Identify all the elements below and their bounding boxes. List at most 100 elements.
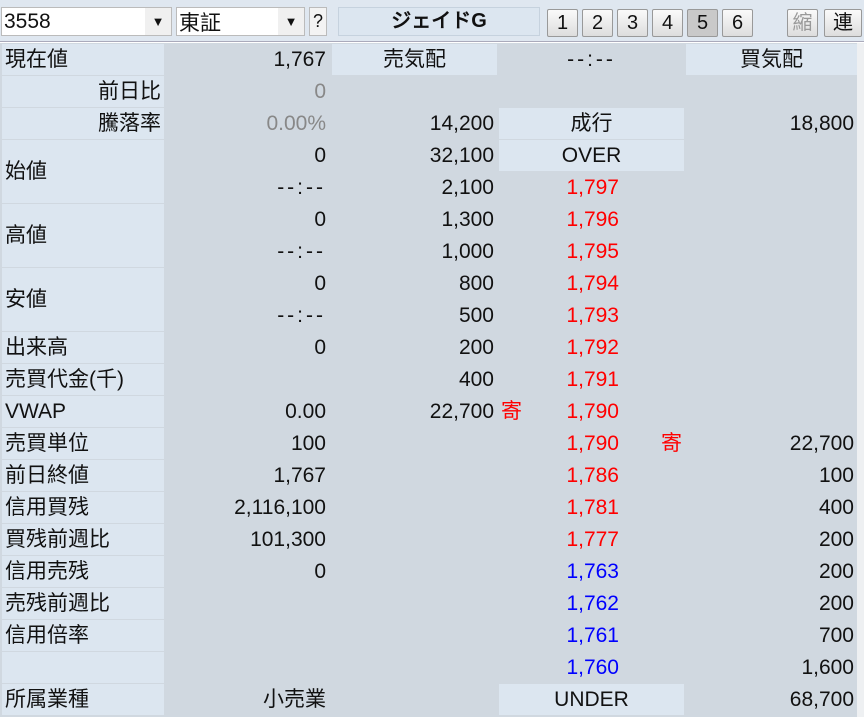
info-value-cell: 0 --:-- [166, 268, 329, 331]
sell-qty: 32,100 [429, 144, 494, 167]
sell-qty: 1,300 [441, 208, 494, 231]
info-value: 0 [314, 336, 326, 359]
page-button-3[interactable]: 3 [617, 9, 648, 37]
link-button[interactable]: 連 [824, 9, 862, 37]
price-cell: 1,760 [499, 652, 684, 683]
info-value: 0 [314, 208, 326, 231]
buy-qty: 1,600 [801, 656, 854, 679]
info-value [166, 620, 329, 651]
info-value-cell: 0 --:-- [166, 204, 329, 267]
info-time: --:-- [277, 176, 326, 199]
sell-qty: 400 [458, 368, 494, 391]
sell-qty: 22,700 [429, 400, 494, 423]
buy-qty [686, 140, 857, 171]
info-label: 現在値 [2, 44, 164, 75]
price-cell: 1,795 [499, 236, 684, 267]
price-level: 1,790 [566, 432, 619, 455]
info-label: 信用買残 [2, 492, 164, 523]
price-level: 成行 [570, 112, 613, 135]
sell-qty-cell: 400 [332, 364, 497, 395]
info-time: --:-- [277, 240, 326, 263]
info-value: 0 [314, 80, 326, 103]
info-value: 0.00 [285, 400, 326, 423]
price-cell: 1,781 [499, 492, 684, 523]
info-label: 信用倍率 [2, 620, 164, 651]
sell-qty-cell [332, 428, 497, 459]
page-button-4[interactable]: 4 [652, 9, 683, 37]
price-level: 1,781 [566, 496, 619, 519]
buy-qty: 200 [818, 560, 854, 583]
price-level: 1,761 [566, 624, 619, 647]
info-label: 所属業種 [2, 684, 164, 715]
price-level: 1,796 [566, 208, 619, 231]
info-time: --:-- [277, 304, 326, 327]
price-level: 1,763 [566, 560, 619, 583]
sell-qty-cell: 14,200 [332, 108, 497, 139]
buy-qty: 100 [818, 464, 854, 487]
price-cell: OVER [499, 140, 684, 171]
info-label: 前日終値 [2, 460, 164, 491]
sell-qty: 14,200 [429, 112, 494, 135]
buy-qty [686, 396, 857, 427]
info-label: 売買代金(千) [2, 364, 164, 395]
shrink-button[interactable]: 縮 [787, 9, 818, 37]
sell-qty-cell: 800 [332, 268, 497, 299]
info-value: 1,767 [273, 464, 326, 487]
info-label: 買残前週比 [2, 524, 164, 555]
sell-qty-cell [332, 652, 497, 683]
sell-qty-cell: 22,700 [332, 396, 497, 427]
price-level: 1,786 [566, 464, 619, 487]
price-cell: UNDER [499, 684, 684, 715]
sell-qty-cell: 200 [332, 332, 497, 363]
info-value: 1,767 [273, 48, 326, 71]
price-cell: 1,777 [499, 524, 684, 555]
price-level: 1,792 [566, 336, 619, 359]
info-value [166, 652, 329, 683]
sell-qty-cell: 32,100 [332, 140, 497, 171]
help-button[interactable]: ? [309, 7, 327, 36]
info-value: 0 [314, 272, 326, 295]
chevron-down-icon[interactable]: ▼ [278, 8, 304, 35]
info-label: 安値 [2, 268, 164, 331]
buy-quote-header: 買気配 [686, 44, 857, 75]
sell-qty-cell: 1,000 [332, 236, 497, 267]
sell-qty-cell: 2,100 [332, 172, 497, 203]
info-label [2, 652, 164, 683]
buy-qty: 68,700 [789, 688, 854, 711]
chevron-down-icon[interactable]: ▼ [145, 8, 171, 35]
market-combo[interactable]: 東証 ▼ [176, 7, 305, 36]
buy-qty [686, 172, 857, 203]
sell-qty-cell: 1,300 [332, 204, 497, 235]
page-button-6[interactable]: 6 [722, 9, 753, 37]
info-value: 101,300 [250, 528, 326, 551]
info-label: 騰落率 [2, 108, 164, 139]
price-cell: 1,796 [499, 204, 684, 235]
price-level: 1,797 [566, 176, 619, 199]
info-value [166, 588, 329, 619]
sell-qty-cell [332, 76, 497, 107]
info-label: 売買単位 [2, 428, 164, 459]
price-level: 1,760 [566, 656, 619, 679]
page-button-5[interactable]: 5 [687, 9, 718, 37]
page-button-1[interactable]: 1 [547, 9, 578, 37]
price-cell: 寄 1,790 [499, 396, 684, 427]
info-value: 0.00% [266, 112, 326, 135]
sell-qty-cell: 500 [332, 300, 497, 331]
price-cell: 1,761 [499, 620, 684, 651]
price-level: 1,762 [566, 592, 619, 615]
price-cell: 1,786 [499, 460, 684, 491]
sell-qty: 800 [458, 272, 494, 295]
price-cell: 1,794 [499, 268, 684, 299]
opening-mark: 寄 [501, 400, 522, 423]
price-cell: 1,793 [499, 300, 684, 331]
sell-qty-cell [332, 460, 497, 491]
price-level: 1,777 [566, 528, 619, 551]
info-label: 売残前週比 [2, 588, 164, 619]
info-label: 信用売残 [2, 556, 164, 587]
stock-code-combo[interactable]: 3558 ▼ [1, 7, 172, 36]
page-button-2[interactable]: 2 [582, 9, 613, 37]
price-cell: 1,791 [499, 364, 684, 395]
buy-qty [686, 268, 857, 299]
buy-qty: 400 [818, 496, 854, 519]
